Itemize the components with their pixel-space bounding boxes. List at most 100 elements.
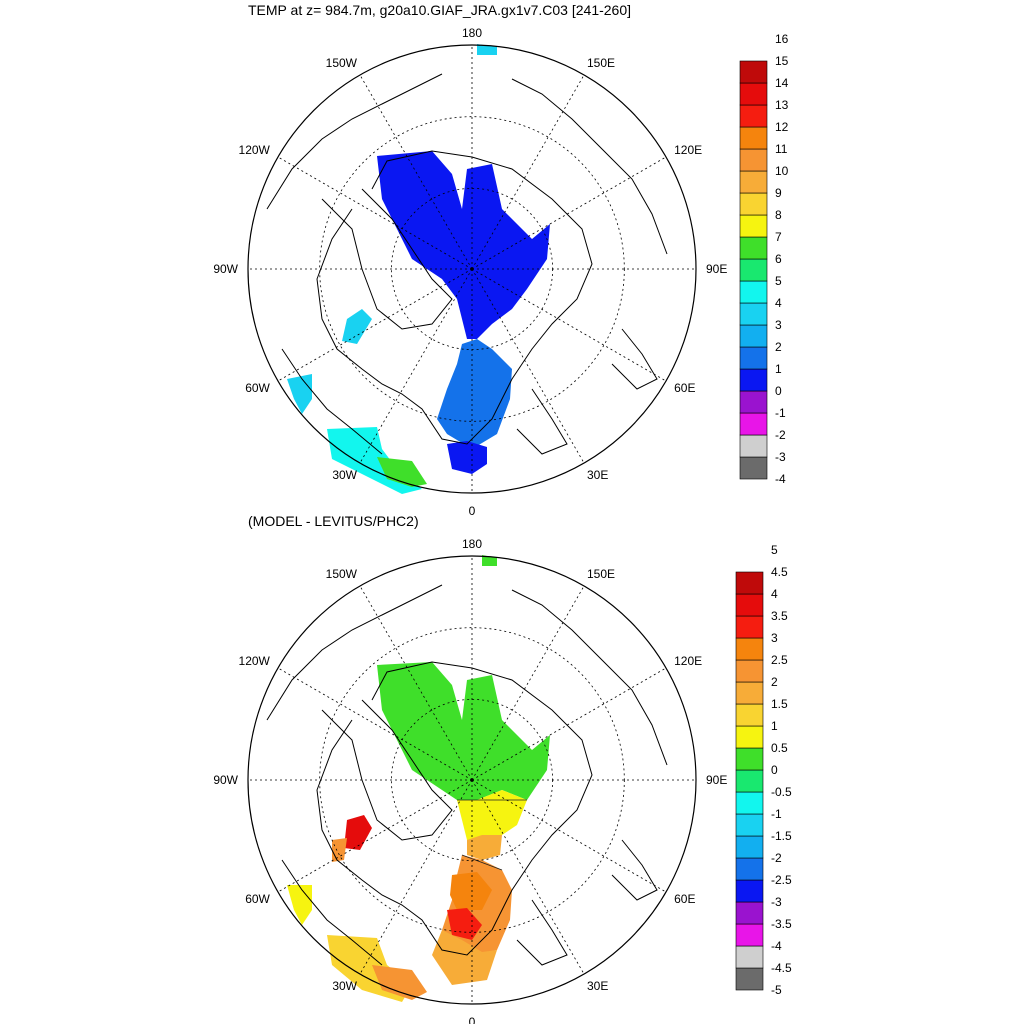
colorbar-tick-label: 0	[775, 384, 782, 398]
coastline	[321, 699, 453, 841]
colorbar-swatch	[735, 659, 764, 683]
data-region	[372, 965, 427, 1000]
coastline	[516, 388, 568, 455]
colorbar-swatch	[739, 412, 768, 436]
meridian-line	[359, 585, 473, 781]
colorbar-swatch	[735, 791, 764, 815]
colorbar-tick-label: 14	[775, 76, 789, 90]
data-region	[482, 555, 497, 566]
colorbar-swatch	[739, 258, 768, 282]
map-boundary	[247, 555, 697, 1005]
data-region	[447, 908, 482, 940]
longitude-label: 120W	[239, 143, 271, 157]
meridian-line	[359, 268, 473, 464]
colorbar-tick-label: 2	[775, 340, 782, 354]
longitude-label: 60W	[245, 381, 270, 395]
meridian-line	[471, 156, 667, 270]
colorbar-swatch	[739, 434, 768, 458]
colorbar-tick-label: -2.5	[771, 873, 792, 887]
colorbar-swatch	[739, 346, 768, 370]
colorbar-tick-label: -4	[775, 472, 786, 486]
coastline	[611, 839, 658, 901]
coastline	[611, 328, 658, 390]
colorbar-swatch	[735, 901, 764, 925]
meridian-line	[277, 156, 473, 270]
colorbar-swatch	[735, 923, 764, 947]
colorbar-swatch	[739, 324, 768, 348]
coastline	[321, 188, 453, 330]
longitude-label: 60W	[245, 892, 270, 906]
meridian-line	[471, 779, 585, 975]
data-region	[477, 44, 497, 55]
meridian-line	[471, 268, 585, 464]
colorbar-tick-label: 7	[775, 230, 782, 244]
data-region	[332, 838, 347, 862]
colorbar-swatch	[739, 214, 768, 238]
colorbar-tick-label: 11	[775, 142, 788, 156]
colorbar-swatch	[735, 637, 764, 661]
coastline	[266, 584, 443, 721]
colorbar-tick-label: 2.5	[771, 653, 788, 667]
colorbar-swatch	[735, 593, 764, 617]
data-region	[287, 374, 312, 414]
data-region	[342, 309, 372, 344]
colorbar-tick-label: -3	[771, 895, 782, 909]
meridian-line	[277, 667, 473, 781]
colorbar-tick-label: 8	[775, 208, 782, 222]
longitude-label: 90E	[706, 262, 727, 276]
longitude-label: 180	[462, 537, 482, 551]
coastline	[281, 859, 383, 966]
longitude-label: 150E	[587, 567, 615, 581]
colorbar-swatch	[739, 60, 768, 84]
meridian-line	[471, 74, 585, 270]
colorbar-tick-label: 6	[775, 252, 782, 266]
colorbar-tick-label: 9	[775, 186, 782, 200]
colorbar-tick-label: 4.5	[771, 565, 788, 579]
meridian-line	[359, 74, 473, 270]
colorbar-tick-label: 4	[771, 587, 778, 601]
coastline	[281, 348, 383, 455]
colorbar-swatch	[739, 390, 768, 414]
colorbar-tick-label: 5	[775, 274, 782, 288]
coastline	[516, 899, 568, 966]
latitude-circle	[319, 116, 625, 422]
colorbar-swatch	[735, 945, 764, 969]
longitude-label: 180	[462, 26, 482, 40]
colorbar-swatch	[739, 302, 768, 326]
colorbar-tick-label: -1	[775, 406, 786, 420]
colorbar-tick-label: 1.5	[771, 697, 788, 711]
longitude-label: 30W	[332, 468, 357, 482]
colorbar-tick-label: -4.5	[771, 961, 792, 975]
colorbar-tick-label: 3.5	[771, 609, 788, 623]
colorbar-swatch	[739, 170, 768, 194]
colorbar-tick-label: -5	[771, 983, 782, 997]
colorbar-tick-label: 1	[771, 719, 778, 733]
longitude-label: 0	[469, 504, 476, 518]
data-region	[437, 339, 512, 449]
data-region	[377, 457, 427, 487]
colorbar-swatch	[739, 104, 768, 128]
longitude-label: 30W	[332, 979, 357, 993]
colorbar-swatch	[735, 703, 764, 727]
colorbar-tick-label: 10	[775, 164, 789, 178]
colorbar-swatch	[735, 747, 764, 771]
meridian-line	[471, 268, 667, 382]
panel2-title: (MODEL - LEVITUS/PHC2)	[248, 513, 419, 529]
longitude-label: 120W	[239, 654, 271, 668]
data-region	[287, 885, 312, 925]
coastline	[511, 589, 668, 766]
longitude-label: 30E	[587, 468, 608, 482]
colorbar-tick-label: -2	[775, 428, 786, 442]
colorbar-tick-label: 12	[775, 120, 789, 134]
latitude-circle	[319, 627, 625, 933]
colorbar-swatch	[735, 967, 764, 991]
colorbar-swatch	[735, 571, 764, 595]
longitude-label: 150W	[326, 567, 358, 581]
longitude-label: 120E	[674, 143, 702, 157]
data-region	[377, 151, 550, 339]
colorbar-tick-label: 13	[775, 98, 789, 112]
panel-2-map: 180 150E 120E 90E 60E 30E 0 30W 60W 90W 120W 150W	[213, 537, 727, 1024]
colorbar-swatch	[735, 769, 764, 793]
